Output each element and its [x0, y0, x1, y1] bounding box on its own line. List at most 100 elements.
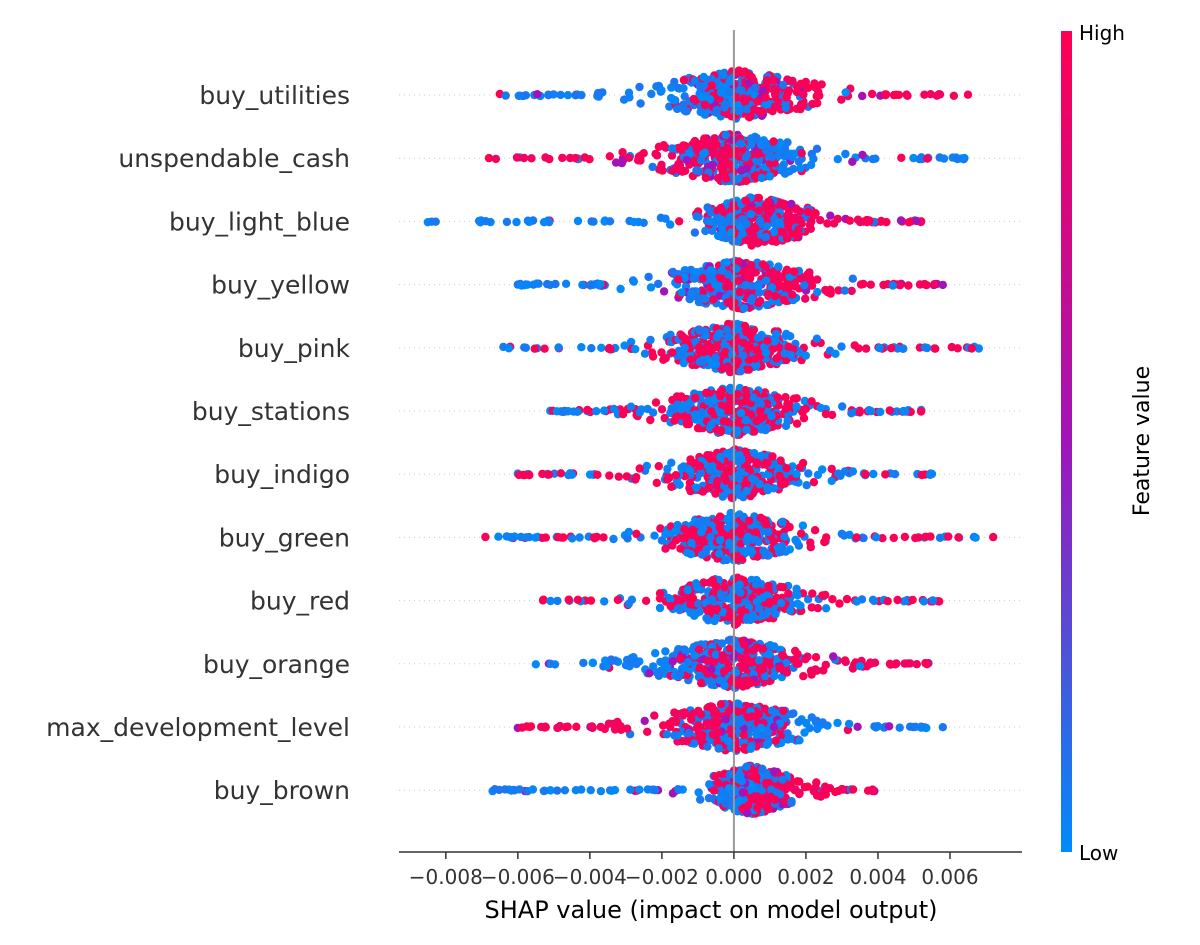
- dot: [623, 724, 632, 733]
- dot: [765, 597, 774, 607]
- dot: [920, 90, 929, 99]
- dot: [661, 354, 670, 363]
- dot: [502, 217, 512, 227]
- dot: [776, 456, 785, 465]
- dot: [632, 529, 641, 538]
- dot: [916, 407, 926, 416]
- dot: [771, 89, 780, 99]
- dot: [788, 290, 797, 299]
- dot: [733, 707, 743, 716]
- dot: [779, 706, 788, 716]
- dot: [677, 393, 686, 402]
- dot: [569, 407, 578, 416]
- dot: [754, 282, 763, 291]
- dot: [782, 329, 791, 339]
- dot: [888, 281, 897, 290]
- dot: [758, 644, 768, 653]
- dot: [803, 207, 813, 217]
- dot: [821, 604, 831, 613]
- dot: [938, 723, 947, 732]
- dot: [743, 272, 752, 281]
- dot: [761, 201, 770, 210]
- dot: [703, 719, 712, 728]
- dot: [695, 663, 705, 672]
- dot: [751, 354, 760, 363]
- dot: [793, 83, 802, 92]
- dot: [720, 103, 729, 112]
- dot: [724, 332, 734, 341]
- dot: [855, 408, 864, 417]
- dot: [681, 282, 691, 291]
- dot: [698, 487, 708, 496]
- dot: [703, 656, 712, 666]
- dot: [792, 584, 801, 593]
- dot: [742, 425, 751, 434]
- dot: [751, 83, 760, 92]
- dot: [781, 103, 790, 113]
- dot: [795, 207, 805, 216]
- beeswarm-dots: [423, 66, 998, 818]
- dot: [585, 155, 594, 164]
- dot: [865, 216, 874, 225]
- dot: [834, 286, 843, 295]
- dot: [577, 785, 586, 794]
- dot: [525, 471, 534, 480]
- dot: [573, 216, 583, 226]
- dot: [784, 589, 793, 598]
- dot: [722, 282, 731, 292]
- dot: [742, 176, 751, 186]
- dot: [778, 199, 787, 208]
- dot: [675, 217, 684, 226]
- dot: [807, 670, 816, 679]
- dot: [749, 235, 759, 244]
- dot: [687, 715, 696, 724]
- dot: [605, 343, 614, 353]
- dot: [747, 712, 756, 721]
- dot: [558, 407, 568, 417]
- dot: [597, 343, 606, 352]
- dot: [734, 699, 743, 708]
- dot: [900, 532, 910, 542]
- dot: [716, 408, 725, 417]
- dot: [935, 533, 945, 542]
- dot: [491, 154, 501, 164]
- dot: [895, 723, 904, 732]
- dot: [761, 232, 770, 242]
- dot: [778, 228, 787, 237]
- dot: [654, 279, 663, 289]
- dot: [853, 722, 862, 731]
- dot: [741, 235, 751, 245]
- dot: [697, 736, 706, 745]
- dot: [841, 88, 850, 97]
- dot: [737, 398, 746, 407]
- swarm-buy-pink: [499, 319, 983, 377]
- dot: [842, 594, 852, 604]
- dot: [728, 136, 737, 145]
- dot: [755, 216, 765, 225]
- dot: [716, 203, 725, 213]
- dot: [677, 288, 686, 297]
- dot: [556, 90, 565, 100]
- dot: [861, 470, 870, 479]
- dot: [711, 280, 720, 289]
- dot: [822, 533, 831, 542]
- dot: [725, 147, 735, 156]
- dot: [897, 153, 906, 162]
- dot: [481, 532, 490, 542]
- dot: [848, 467, 858, 476]
- dot: [629, 277, 638, 286]
- dot: [707, 81, 716, 90]
- dot: [723, 362, 733, 371]
- dot: [762, 300, 772, 310]
- dot: [600, 597, 609, 606]
- dot: [739, 663, 748, 672]
- dot: [624, 527, 633, 537]
- dot: [944, 532, 953, 541]
- dot: [686, 355, 695, 364]
- dot: [686, 466, 695, 475]
- dot: [678, 708, 687, 718]
- dot: [782, 234, 792, 243]
- dot: [730, 620, 740, 629]
- dot: [609, 404, 619, 414]
- dot: [780, 169, 790, 178]
